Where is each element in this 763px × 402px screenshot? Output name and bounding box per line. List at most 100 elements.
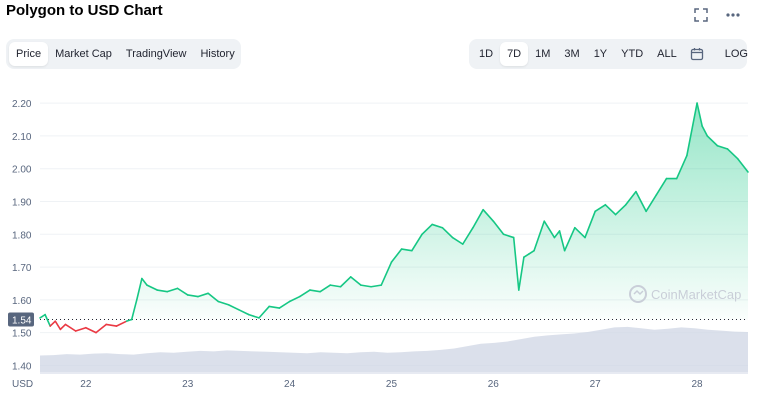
- range-all[interactable]: ALL: [657, 48, 677, 60]
- range-ytd[interactable]: YTD: [621, 48, 644, 60]
- price-segment: [492, 220, 505, 236]
- calendar-icon[interactable]: [684, 47, 710, 61]
- range-1y[interactable]: 1Y: [593, 48, 608, 60]
- range-1m[interactable]: 1M: [535, 48, 551, 60]
- range-3m[interactable]: 3M: [564, 48, 580, 60]
- x-tick-label: 26: [488, 379, 500, 390]
- price-segment: [533, 220, 546, 252]
- price-segment: [502, 233, 515, 239]
- currency-label: USD: [12, 379, 33, 390]
- x-tick-label: 25: [386, 379, 398, 390]
- price-segment: [543, 220, 556, 239]
- price-segment: [268, 305, 281, 309]
- price-segment: [105, 323, 118, 327]
- range-7d[interactable]: 7D: [500, 42, 529, 66]
- price-segment: [258, 305, 271, 319]
- price-segment: [441, 226, 454, 239]
- price-segment: [431, 223, 444, 229]
- x-axis: USD 22 23 24 25 26 27 28: [12, 372, 748, 390]
- price-segment: [248, 313, 260, 319]
- price-segment: [227, 303, 240, 311]
- x-tick-label: 23: [182, 379, 194, 390]
- tab-market-cap[interactable]: Market Cap: [55, 48, 112, 60]
- reference-badge: [8, 312, 34, 327]
- price-segment: [655, 177, 668, 196]
- price-segment: [726, 148, 739, 160]
- price-segment: [523, 253, 530, 259]
- price-segment: [411, 233, 423, 252]
- y-tick-label: 1.60: [12, 296, 32, 307]
- price-segment: [237, 308, 250, 316]
- price-segment: [482, 208, 495, 222]
- price-segment: [130, 299, 138, 321]
- price-segment: [380, 261, 393, 286]
- price-segment: [563, 226, 576, 252]
- price-segment: [686, 102, 698, 157]
- price-segment: [451, 236, 464, 245]
- price-segment: [278, 300, 291, 309]
- y-tick-label: 2.00: [12, 165, 32, 176]
- tab-tradingview[interactable]: TradingView: [125, 48, 187, 60]
- price-segment: [125, 318, 133, 322]
- volume-area: [40, 326, 748, 372]
- price-segment: [461, 226, 474, 245]
- fullscreen-icon[interactable]: [692, 6, 710, 24]
- price-segment: [696, 102, 703, 127]
- chart-title: Polygon to USD Chart: [6, 2, 163, 19]
- price-segment: [400, 248, 413, 252]
- price-segment: [49, 320, 57, 327]
- price-segment: [558, 230, 566, 252]
- time-range-tabs: 1D 7D 1M 3M 1Y YTD ALL LOG: [469, 39, 748, 69]
- price-segment: [141, 277, 148, 286]
- price-segment: [217, 300, 230, 306]
- price-segment: [54, 320, 62, 331]
- more-icon[interactable]: [724, 6, 742, 24]
- price-segment: [207, 292, 220, 303]
- x-tick-label: 24: [284, 379, 296, 390]
- price-area-fill: [40, 103, 748, 320]
- price-segment: [135, 277, 143, 301]
- price-segment: [635, 190, 647, 213]
- range-1d[interactable]: 1D: [479, 48, 494, 60]
- reference-price-label: 1.54: [12, 316, 32, 327]
- price-segment: [176, 287, 189, 296]
- price-segment: [624, 190, 637, 206]
- watermark-text: CoinMarketCap: [651, 287, 741, 302]
- price-segment: [517, 256, 525, 291]
- price-segment: [574, 226, 586, 239]
- x-tick-label: 22: [80, 379, 92, 390]
- price-segment: [349, 276, 362, 286]
- price-segment: [701, 125, 709, 137]
- volume-bars: [40, 326, 748, 372]
- price-segment: [59, 323, 67, 331]
- price-segment: [737, 158, 749, 173]
- price-segment: [309, 289, 321, 293]
- price-segment: [64, 323, 77, 332]
- price-segment: [115, 320, 128, 327]
- price-segment: [716, 144, 729, 150]
- log-toggle[interactable]: LOG: [724, 48, 748, 60]
- price-area: [40, 103, 748, 320]
- price-segment: [166, 287, 179, 293]
- y-tick-label: 1.70: [12, 263, 32, 274]
- price-chart[interactable]: 2.20 2.10 2.00 1.90 1.80 1.70 1.60 1.50 1.40 1.54…: [0, 80, 763, 402]
- price-segment: [329, 284, 342, 288]
- y-tick-label: 1.90: [12, 197, 32, 208]
- y-tick-label: 1.40: [12, 361, 32, 372]
- x-tick-label: 28: [692, 379, 704, 390]
- price-segment: [39, 313, 46, 319]
- y-tick-label: 1.80: [12, 230, 32, 241]
- price-segment: [421, 223, 434, 236]
- price-segment: [95, 323, 108, 334]
- price-segment: [44, 313, 51, 327]
- tab-history[interactable]: History: [200, 48, 235, 60]
- price-segment: [186, 294, 199, 298]
- y-tick-label: 1.50: [12, 329, 32, 340]
- price-segment: [319, 284, 332, 293]
- y-axis: 2.20 2.10 2.00 1.90 1.80 1.70 1.60 1.50 1.40 1.54: [8, 99, 34, 372]
- tab-price[interactable]: Price: [9, 42, 49, 66]
- price-segment: [360, 284, 372, 288]
- price-segment: [584, 210, 596, 239]
- price-segment: [74, 326, 87, 332]
- price-segment: [156, 289, 169, 293]
